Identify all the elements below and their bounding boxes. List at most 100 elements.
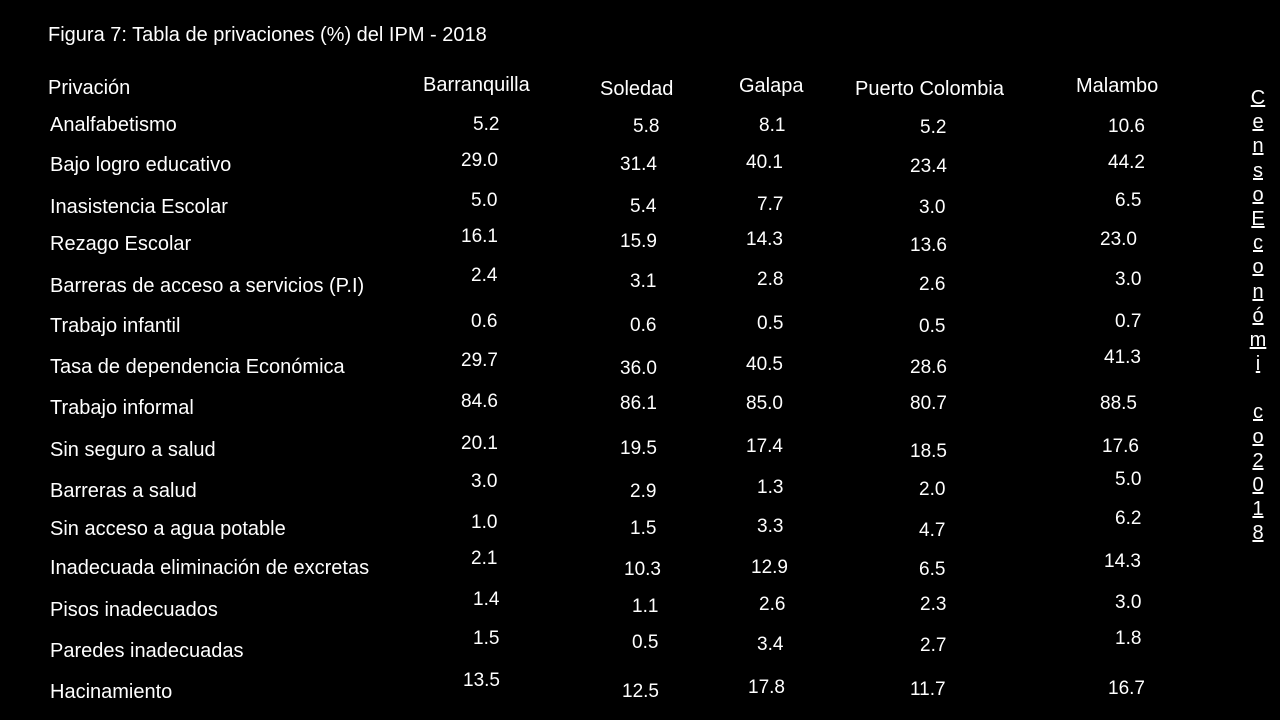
row-label: Paredes inadecuadas [50,640,244,662]
header-puerto-colombia: Puerto Colombia [855,78,1004,100]
cell-puerto-colombia: 0.5 [919,316,946,337]
cell-soledad: 12.5 [622,681,659,702]
cell-galapa: 40.1 [746,152,783,173]
cell-malambo: 6.5 [1115,190,1142,211]
cell-malambo: 6.2 [1115,508,1142,529]
cell-galapa: 8.1 [759,115,786,136]
row-label: Barreras de acceso a servicios (P.I) [50,275,365,297]
cell-galapa: 2.6 [759,594,786,615]
cell-barranquilla: 1.0 [471,512,498,533]
cell-galapa: 3.4 [757,634,784,655]
cell-galapa: 3.3 [757,516,784,537]
side-note-char: i [1255,353,1261,376]
side-note-char: e [1252,111,1264,134]
row-label: Bajo logro educativo [50,154,232,176]
row-label: Inasistencia Escolar [50,196,228,218]
row-label: Pisos inadecuados [50,599,218,621]
cell-puerto-colombia: 23.4 [910,156,947,177]
side-note-char: 1 [1252,498,1264,521]
figure-title: Figura 7: Tabla de privaciones (%) del I… [48,24,487,46]
cell-barranquilla: 1.5 [473,628,500,649]
side-note-char: m [1249,328,1267,351]
side-note-char: n [1252,135,1264,158]
cell-barranquilla: 20.1 [461,433,498,454]
cell-soledad: 3.1 [630,271,657,292]
cell-malambo: 3.0 [1115,269,1142,290]
side-note-char: c [1253,232,1263,255]
side-note-gap [1244,376,1272,400]
row-label: Tasa de dependencia Económica [50,356,345,378]
row-label: Trabajo infantil [50,315,181,337]
row-label: Hacinamiento [50,681,173,703]
side-note-char: o [1252,425,1264,448]
cell-puerto-colombia: 2.0 [919,479,946,500]
cell-soledad: 5.4 [630,196,657,217]
cell-soledad: 1.5 [630,518,657,539]
cell-galapa: 0.5 [757,313,784,334]
cell-galapa: 85.0 [746,393,783,414]
cell-puerto-colombia: 6.5 [919,559,946,580]
cell-malambo: 23.0 [1100,229,1137,250]
cell-malambo: 41.3 [1104,347,1141,368]
cell-malambo: 3.0 [1115,592,1142,613]
header-barranquilla: Barranquilla [423,74,530,96]
cell-malambo: 5.0 [1115,469,1142,490]
cell-puerto-colombia: 5.2 [920,117,947,138]
cell-puerto-colombia: 2.3 [920,594,947,615]
cell-soledad: 36.0 [620,358,657,379]
header-soledad: Soledad [600,78,674,100]
cell-puerto-colombia: 13.6 [910,235,947,256]
cell-malambo: 1.8 [1115,628,1142,649]
cell-barranquilla: 0.6 [471,311,498,332]
cell-malambo: 17.6 [1102,436,1139,457]
cell-soledad: 19.5 [620,438,657,459]
side-note-char: c [1253,401,1263,424]
header-galapa: Galapa [739,75,804,97]
cell-puerto-colombia: 2.7 [920,635,947,656]
row-label: Sin acceso a agua potable [50,518,286,540]
cell-soledad: 0.5 [632,632,659,653]
cell-malambo: 88.5 [1100,393,1137,414]
row-label: Sin seguro a salud [50,439,216,461]
cell-soledad: 31.4 [620,154,657,175]
cell-barranquilla: 29.7 [461,350,498,371]
side-note-char: s [1253,159,1263,182]
cell-barranquilla: 3.0 [471,471,498,492]
side-note-char: E [1251,207,1265,230]
side-note-char: 2 [1252,449,1264,472]
cell-malambo: 44.2 [1108,152,1145,173]
side-note-char: C [1250,87,1266,109]
cell-puerto-colombia: 3.0 [919,197,946,218]
cell-galapa: 17.4 [746,436,783,457]
cell-galapa: 12.9 [751,557,788,578]
cell-barranquilla: 2.1 [471,548,498,569]
cell-barranquilla: 5.0 [471,190,498,211]
cell-puerto-colombia: 2.6 [919,274,946,295]
header-malambo: Malambo [1076,75,1159,97]
cell-galapa: 1.3 [757,477,784,498]
side-note-char: o [1252,183,1264,206]
cell-puerto-colombia: 80.7 [910,393,947,414]
cell-galapa: 7.7 [757,194,784,215]
cell-barranquilla: 1.4 [473,589,500,610]
cell-soledad: 86.1 [620,393,657,414]
side-note-char: o [1252,256,1264,279]
cell-barranquilla: 13.5 [463,670,500,691]
row-label: Trabajo informal [50,397,194,419]
cell-soledad: 15.9 [620,231,657,252]
cell-puerto-colombia: 4.7 [919,520,946,541]
cell-soledad: 0.6 [630,315,657,336]
cell-malambo: 10.6 [1108,116,1145,137]
cell-puerto-colombia: 11.7 [910,679,946,700]
cell-puerto-colombia: 18.5 [910,441,947,462]
cell-barranquilla: 84.6 [461,391,498,412]
row-label: Analfabetismo [50,114,177,136]
row-label: Barreras a salud [50,480,197,502]
cell-barranquilla: 2.4 [471,265,498,286]
cell-galapa: 14.3 [746,229,783,250]
cell-soledad: 2.9 [630,481,657,502]
cell-soledad: 5.8 [633,116,660,137]
cell-galapa: 40.5 [746,354,783,375]
side-note-char: 0 [1252,474,1264,496]
